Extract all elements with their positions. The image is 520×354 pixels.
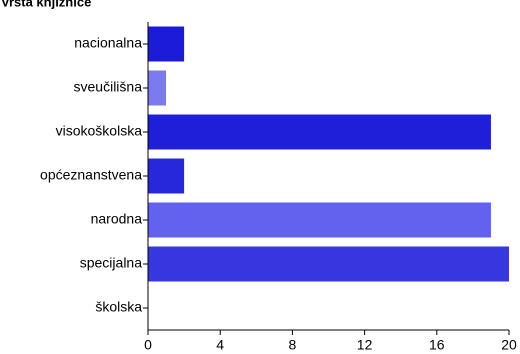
y-tick-label: školska bbox=[95, 299, 142, 315]
y-tick-label: sveučilišna bbox=[74, 79, 143, 95]
y-tick-label: specijalna bbox=[80, 255, 142, 271]
y-tick-label: općeznanstvena bbox=[40, 167, 142, 183]
x-tick-label: 4 bbox=[216, 337, 224, 353]
chart-title: Vrsta knjižnice bbox=[1, 0, 91, 9]
x-tick-label: 0 bbox=[144, 337, 152, 353]
bar bbox=[148, 158, 185, 194]
bar bbox=[148, 70, 167, 106]
x-tick-label: 8 bbox=[289, 337, 297, 353]
bar bbox=[148, 114, 491, 150]
bar bbox=[148, 202, 491, 238]
bar bbox=[148, 26, 185, 62]
y-tick-label: nacionalna bbox=[74, 35, 142, 51]
y-tick-label: visokoškolska bbox=[56, 123, 143, 139]
x-tick-label: 20 bbox=[501, 337, 517, 353]
x-tick-label: 16 bbox=[429, 337, 445, 353]
x-tick-label: 12 bbox=[357, 337, 373, 353]
y-tick-label: narodna bbox=[91, 211, 143, 227]
bar bbox=[148, 246, 509, 282]
